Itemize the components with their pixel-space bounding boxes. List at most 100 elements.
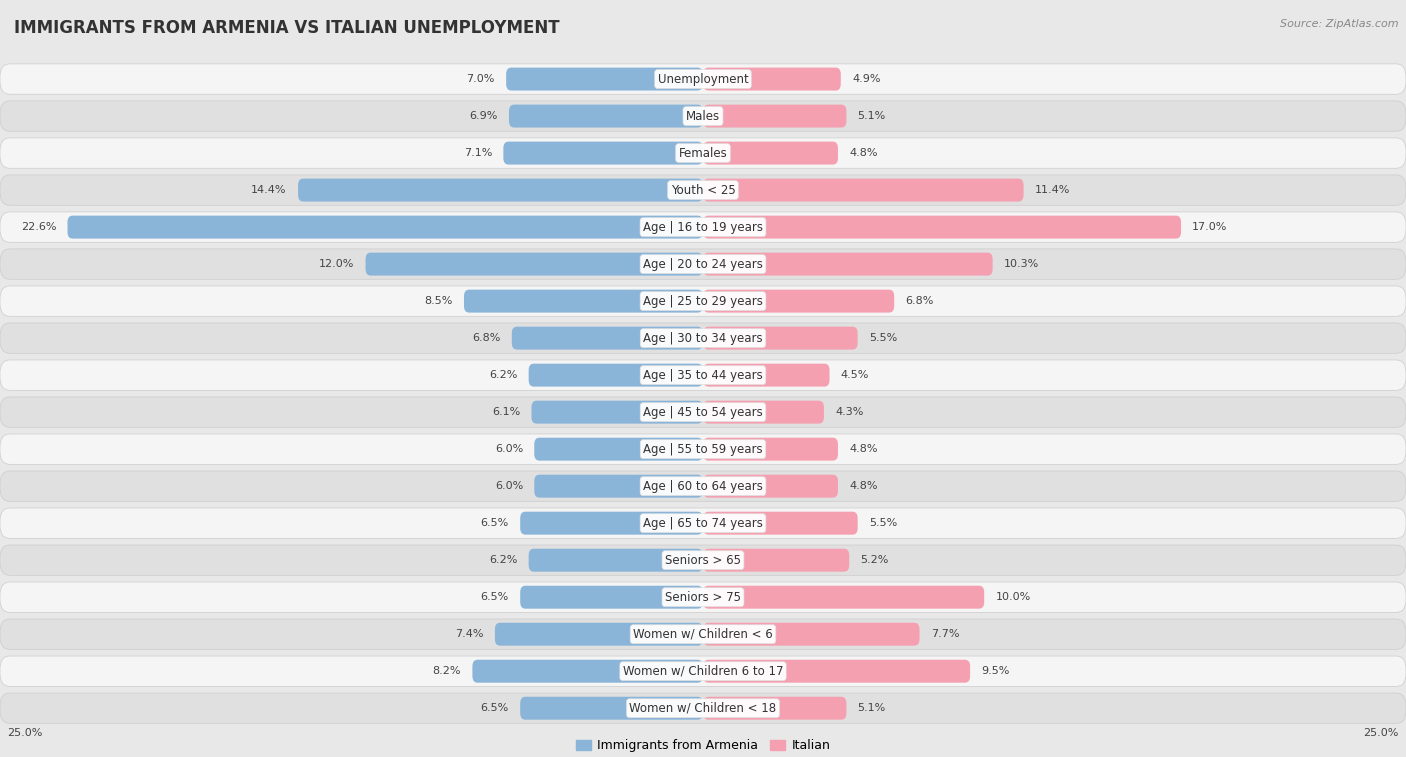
FancyBboxPatch shape <box>0 212 1406 242</box>
Text: 6.2%: 6.2% <box>489 370 517 380</box>
FancyBboxPatch shape <box>703 400 824 424</box>
FancyBboxPatch shape <box>703 549 849 572</box>
FancyBboxPatch shape <box>703 623 920 646</box>
FancyBboxPatch shape <box>495 623 703 646</box>
Text: Age | 65 to 74 years: Age | 65 to 74 years <box>643 517 763 530</box>
Text: Age | 30 to 34 years: Age | 30 to 34 years <box>643 332 763 344</box>
Text: Age | 55 to 59 years: Age | 55 to 59 years <box>643 443 763 456</box>
Text: 4.9%: 4.9% <box>852 74 880 84</box>
FancyBboxPatch shape <box>703 253 993 276</box>
Text: 10.3%: 10.3% <box>1004 259 1039 269</box>
Text: Youth < 25: Youth < 25 <box>671 184 735 197</box>
Text: IMMIGRANTS FROM ARMENIA VS ITALIAN UNEMPLOYMENT: IMMIGRANTS FROM ARMENIA VS ITALIAN UNEMP… <box>14 19 560 37</box>
FancyBboxPatch shape <box>0 360 1406 391</box>
Text: 12.0%: 12.0% <box>319 259 354 269</box>
FancyBboxPatch shape <box>0 434 1406 464</box>
FancyBboxPatch shape <box>0 508 1406 538</box>
Text: 6.5%: 6.5% <box>481 703 509 713</box>
Text: 5.5%: 5.5% <box>869 333 897 343</box>
Text: Age | 20 to 24 years: Age | 20 to 24 years <box>643 257 763 270</box>
Text: Unemployment: Unemployment <box>658 73 748 86</box>
Text: 8.5%: 8.5% <box>425 296 453 306</box>
Text: 4.8%: 4.8% <box>849 444 877 454</box>
FancyBboxPatch shape <box>531 400 703 424</box>
FancyBboxPatch shape <box>506 67 703 91</box>
Text: 7.1%: 7.1% <box>464 148 492 158</box>
FancyBboxPatch shape <box>0 471 1406 501</box>
Text: 4.3%: 4.3% <box>835 407 863 417</box>
Text: 6.2%: 6.2% <box>489 555 517 565</box>
FancyBboxPatch shape <box>534 438 703 460</box>
FancyBboxPatch shape <box>0 323 1406 354</box>
FancyBboxPatch shape <box>464 290 703 313</box>
Text: Age | 60 to 64 years: Age | 60 to 64 years <box>643 480 763 493</box>
FancyBboxPatch shape <box>512 327 703 350</box>
Text: 11.4%: 11.4% <box>1035 185 1070 195</box>
Text: 8.2%: 8.2% <box>433 666 461 676</box>
FancyBboxPatch shape <box>703 216 1181 238</box>
Text: Seniors > 75: Seniors > 75 <box>665 590 741 603</box>
FancyBboxPatch shape <box>703 67 841 91</box>
FancyBboxPatch shape <box>0 656 1406 687</box>
Text: 14.4%: 14.4% <box>252 185 287 195</box>
Text: Age | 35 to 44 years: Age | 35 to 44 years <box>643 369 763 382</box>
FancyBboxPatch shape <box>529 549 703 572</box>
FancyBboxPatch shape <box>703 327 858 350</box>
Text: 6.9%: 6.9% <box>470 111 498 121</box>
FancyBboxPatch shape <box>0 397 1406 427</box>
Text: 7.4%: 7.4% <box>456 629 484 639</box>
Text: Women w/ Children < 18: Women w/ Children < 18 <box>630 702 776 715</box>
FancyBboxPatch shape <box>534 475 703 497</box>
Text: Males: Males <box>686 110 720 123</box>
Text: 25.0%: 25.0% <box>1364 728 1399 738</box>
FancyBboxPatch shape <box>520 696 703 720</box>
Text: 6.8%: 6.8% <box>472 333 501 343</box>
Text: 5.5%: 5.5% <box>869 519 897 528</box>
Text: 9.5%: 9.5% <box>981 666 1010 676</box>
FancyBboxPatch shape <box>0 286 1406 316</box>
Text: Women w/ Children 6 to 17: Women w/ Children 6 to 17 <box>623 665 783 678</box>
Text: 7.7%: 7.7% <box>931 629 959 639</box>
Text: 6.0%: 6.0% <box>495 444 523 454</box>
Text: 6.5%: 6.5% <box>481 592 509 602</box>
FancyBboxPatch shape <box>520 586 703 609</box>
FancyBboxPatch shape <box>0 545 1406 575</box>
Text: 4.5%: 4.5% <box>841 370 869 380</box>
FancyBboxPatch shape <box>472 660 703 683</box>
FancyBboxPatch shape <box>703 179 1024 201</box>
FancyBboxPatch shape <box>520 512 703 534</box>
Text: Age | 16 to 19 years: Age | 16 to 19 years <box>643 220 763 234</box>
FancyBboxPatch shape <box>0 138 1406 168</box>
Text: 6.8%: 6.8% <box>905 296 934 306</box>
FancyBboxPatch shape <box>0 249 1406 279</box>
FancyBboxPatch shape <box>703 586 984 609</box>
FancyBboxPatch shape <box>703 142 838 164</box>
FancyBboxPatch shape <box>67 216 703 238</box>
Text: 6.0%: 6.0% <box>495 481 523 491</box>
Text: 4.8%: 4.8% <box>849 481 877 491</box>
Text: 7.0%: 7.0% <box>467 74 495 84</box>
FancyBboxPatch shape <box>0 693 1406 724</box>
FancyBboxPatch shape <box>0 175 1406 205</box>
FancyBboxPatch shape <box>0 619 1406 650</box>
FancyBboxPatch shape <box>703 104 846 127</box>
FancyBboxPatch shape <box>703 512 858 534</box>
Text: 6.1%: 6.1% <box>492 407 520 417</box>
Text: 10.0%: 10.0% <box>995 592 1031 602</box>
Text: 5.2%: 5.2% <box>860 555 889 565</box>
FancyBboxPatch shape <box>298 179 703 201</box>
FancyBboxPatch shape <box>529 363 703 387</box>
Text: 25.0%: 25.0% <box>7 728 42 738</box>
Text: 17.0%: 17.0% <box>1192 222 1227 232</box>
Text: Women w/ Children < 6: Women w/ Children < 6 <box>633 628 773 640</box>
Text: 4.8%: 4.8% <box>849 148 877 158</box>
Text: 22.6%: 22.6% <box>21 222 56 232</box>
FancyBboxPatch shape <box>703 660 970 683</box>
FancyBboxPatch shape <box>366 253 703 276</box>
FancyBboxPatch shape <box>503 142 703 164</box>
FancyBboxPatch shape <box>0 582 1406 612</box>
Text: Age | 25 to 29 years: Age | 25 to 29 years <box>643 294 763 307</box>
FancyBboxPatch shape <box>703 696 846 720</box>
Text: 5.1%: 5.1% <box>858 703 886 713</box>
FancyBboxPatch shape <box>0 101 1406 131</box>
